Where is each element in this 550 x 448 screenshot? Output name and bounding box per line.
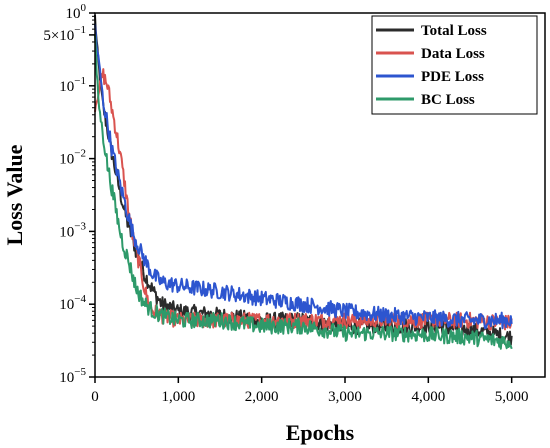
x-tick-label: 1,000 [161, 389, 195, 405]
x-axis-title: Epochs [286, 420, 355, 445]
x-tick-label: 0 [91, 389, 99, 405]
y-tick-label: 10−1 [59, 75, 86, 95]
series-line-bc-loss [94, 34, 513, 350]
y-tick-label: 100 [66, 2, 87, 22]
legend-label: BC Loss [421, 92, 475, 108]
x-tick-label: 5,000 [495, 389, 529, 405]
x-tick-label: 2,000 [245, 389, 279, 405]
x-tick-label: 4,000 [411, 389, 445, 405]
series-line-pde-loss [94, 23, 513, 330]
legend-label: Data Loss [421, 46, 485, 62]
y-tick-label: 10−2 [59, 148, 86, 168]
legend-label: PDE Loss [421, 69, 484, 85]
y-tick-label: 10−4 [59, 293, 86, 313]
legend-items: Total Loss Data Loss PDE Loss BC Loss [376, 23, 487, 108]
y-axis-title: Loss Value [2, 144, 27, 245]
y-tick-label: 10−5 [59, 366, 86, 386]
plot-frame [94, 12, 546, 378]
legend-label: Total Loss [421, 23, 487, 39]
y-tick-label: 5×10−1 [43, 24, 86, 44]
x-tick-label: 3,000 [328, 389, 362, 405]
series-layer [94, 14, 513, 350]
tick-layer: 0 1,000 2,000 3,000 4,000 5,000 10−5 10−4 10−3 10… [43, 2, 528, 405]
y-tick-label: 10−3 [59, 220, 86, 240]
legend: Total Loss Data Loss PDE Loss BC Loss [371, 15, 538, 115]
